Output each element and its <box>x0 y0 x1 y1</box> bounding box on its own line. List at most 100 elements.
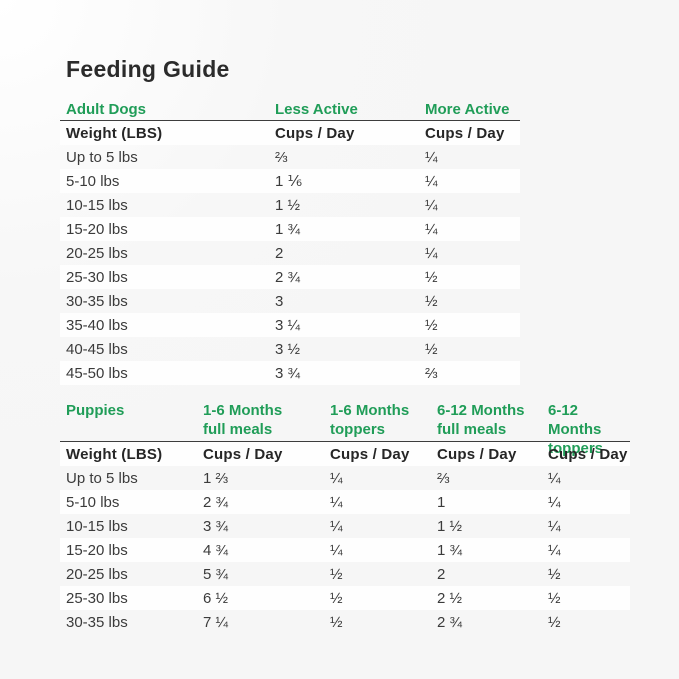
section-label-puppies: Puppies <box>66 402 125 419</box>
table-row: Up to 5 lbs 1 ⅔ ¼ ⅔ ¼ <box>60 466 630 490</box>
table-row: 20-25 lbs 5 ¾ ½ 2 ½ <box>60 562 630 586</box>
section-label-adult-dogs: Adult Dogs <box>66 100 146 118</box>
value-cell: 1 ¾ <box>275 220 301 238</box>
weight-header: Weight (LBS) <box>66 124 163 142</box>
value-cell: ¼ <box>330 541 343 559</box>
value-cell: ½ <box>548 565 561 583</box>
value-cell: ½ <box>425 340 438 358</box>
table-row: 10-15 lbs 1 ½ ¼ <box>60 193 520 217</box>
value-cell: 7 ¼ <box>203 613 229 631</box>
weight-cell: 25-30 lbs <box>66 268 128 286</box>
unit-header-4: Cups / Day <box>548 445 628 463</box>
table-row: 40-45 lbs 3 ½ ½ <box>60 337 520 361</box>
value-cell: ¼ <box>425 244 438 262</box>
value-cell: ¼ <box>548 493 561 511</box>
value-cell: 2 <box>275 244 284 262</box>
column-header-more-active: More Active <box>425 100 510 118</box>
value-cell: ½ <box>425 292 438 310</box>
value-cell: 6 ½ <box>203 589 229 607</box>
column-header-less-active: Less Active <box>275 100 358 118</box>
table-row: 25-30 lbs 6 ½ ½ 2 ½ ½ <box>60 586 630 610</box>
table-row: 30-35 lbs 7 ¼ ½ 2 ¾ ½ <box>60 610 630 634</box>
value-cell: 1 ½ <box>275 196 301 214</box>
table-row: 15-20 lbs 4 ¾ ¼ 1 ¾ ¼ <box>60 538 630 562</box>
value-cell: 2 ¾ <box>275 268 301 286</box>
table-row: 10-15 lbs 3 ¾ ¼ 1 ½ ¼ <box>60 514 630 538</box>
unit-header-more-active: Cups / Day <box>425 124 505 142</box>
value-cell: ¼ <box>425 220 438 238</box>
weight-cell: 40-45 lbs <box>66 340 128 358</box>
value-cell: ½ <box>425 316 438 334</box>
column-header-1-6-months-toppers: 1-6 Months toppers <box>330 402 410 438</box>
table-row: 5-10 lbs 2 ¾ ¼ 1 ¼ <box>60 490 630 514</box>
weight-cell: 15-20 lbs <box>66 541 128 559</box>
weight-header: Weight (LBS) <box>66 445 163 463</box>
weight-cell: 35-40 lbs <box>66 316 128 334</box>
value-cell: 1 ⅔ <box>203 469 229 487</box>
page-title: Feeding Guide <box>66 56 230 82</box>
weight-cell: 45-50 lbs <box>66 364 128 382</box>
value-cell: ¼ <box>330 517 343 535</box>
weight-cell: 5-10 lbs <box>66 493 120 511</box>
value-cell: 2 ¾ <box>437 613 463 631</box>
value-cell: 2 <box>437 565 446 583</box>
column-header-1-6-months-full-meals: 1-6 Months full meals <box>203 402 283 438</box>
value-cell: ¼ <box>425 148 438 166</box>
value-cell: ½ <box>330 589 343 607</box>
weight-cell: 15-20 lbs <box>66 220 128 238</box>
value-cell: 3 <box>275 292 284 310</box>
weight-cell: 30-35 lbs <box>66 613 128 631</box>
table-row: 35-40 lbs 3 ¼ ½ <box>60 313 520 337</box>
value-cell: 1 <box>437 493 446 511</box>
weight-cell: 20-25 lbs <box>66 244 128 262</box>
value-cell: 3 ¾ <box>203 517 229 535</box>
adult-dogs-table: Adult Dogs Less Active More Active Weigh… <box>60 98 520 385</box>
unit-header-less-active: Cups / Day <box>275 124 355 142</box>
table-row: 5-10 lbs 1 ⅙ ¼ <box>60 169 520 193</box>
table-row: 30-35 lbs 3 ½ <box>60 289 520 313</box>
weight-cell: 25-30 lbs <box>66 589 128 607</box>
adult-dogs-section-header-row: Adult Dogs Less Active More Active <box>60 98 520 120</box>
value-cell: 5 ¾ <box>203 565 229 583</box>
value-cell: ½ <box>548 589 561 607</box>
value-cell: ½ <box>330 565 343 583</box>
value-cell: ¼ <box>548 469 561 487</box>
value-cell: 4 ¾ <box>203 541 229 559</box>
weight-cell: 10-15 lbs <box>66 517 128 535</box>
table-row: 20-25 lbs 2 ¼ <box>60 241 520 265</box>
value-cell: ⅔ <box>275 148 288 166</box>
puppies-section-header-row: Puppies 1-6 Months full meals 1-6 Months… <box>60 401 630 457</box>
weight-cell: 30-35 lbs <box>66 292 128 310</box>
value-cell: ¼ <box>425 172 438 190</box>
value-cell: ½ <box>425 268 438 286</box>
value-cell: 2 ¾ <box>203 493 229 511</box>
weight-cell: 5-10 lbs <box>66 172 120 190</box>
value-cell: 1 ⅙ <box>275 173 303 190</box>
table-row: 45-50 lbs 3 ¾ ⅔ <box>60 361 520 385</box>
value-cell: 2 ½ <box>437 589 463 607</box>
unit-header-3: Cups / Day <box>437 445 517 463</box>
weight-cell: 10-15 lbs <box>66 196 128 214</box>
value-cell: ¼ <box>548 517 561 535</box>
value-cell: ¼ <box>330 493 343 511</box>
puppies-rows: Up to 5 lbs 1 ⅔ ¼ ⅔ ¼ 5-10 lbs 2 ¾ ¼ 1 ¼ 10-15 lbs… <box>60 466 630 634</box>
puppies-table: Puppies 1-6 Months full meals 1-6 Months… <box>60 401 630 634</box>
table-row: Up to 5 lbs ⅔ ¼ <box>60 145 520 169</box>
unit-header-1: Cups / Day <box>203 445 283 463</box>
value-cell: 3 ½ <box>275 340 301 358</box>
value-cell: 3 ¾ <box>275 364 301 382</box>
feeding-guide-page: Feeding Guide Adult Dogs Less Active Mor… <box>60 56 630 634</box>
adult-dogs-rows: Up to 5 lbs ⅔ ¼ 5-10 lbs 1 ⅙ ¼ 10-15 lbs 1 ½ ¼ 15… <box>60 145 520 385</box>
unit-header-2: Cups / Day <box>330 445 410 463</box>
value-cell: 1 ¾ <box>437 541 463 559</box>
value-cell: ⅔ <box>437 469 450 487</box>
value-cell: ¼ <box>548 541 561 559</box>
table-row: 15-20 lbs 1 ¾ ¼ <box>60 217 520 241</box>
column-header-6-12-months-full-meals: 6-12 Months full meals <box>437 402 525 438</box>
value-cell: ¼ <box>330 469 343 487</box>
value-cell: 1 ½ <box>437 517 463 535</box>
table-row: 25-30 lbs 2 ¾ ½ <box>60 265 520 289</box>
weight-cell: Up to 5 lbs <box>66 148 138 166</box>
value-cell: ⅔ <box>425 364 438 382</box>
value-cell: ¼ <box>425 196 438 214</box>
